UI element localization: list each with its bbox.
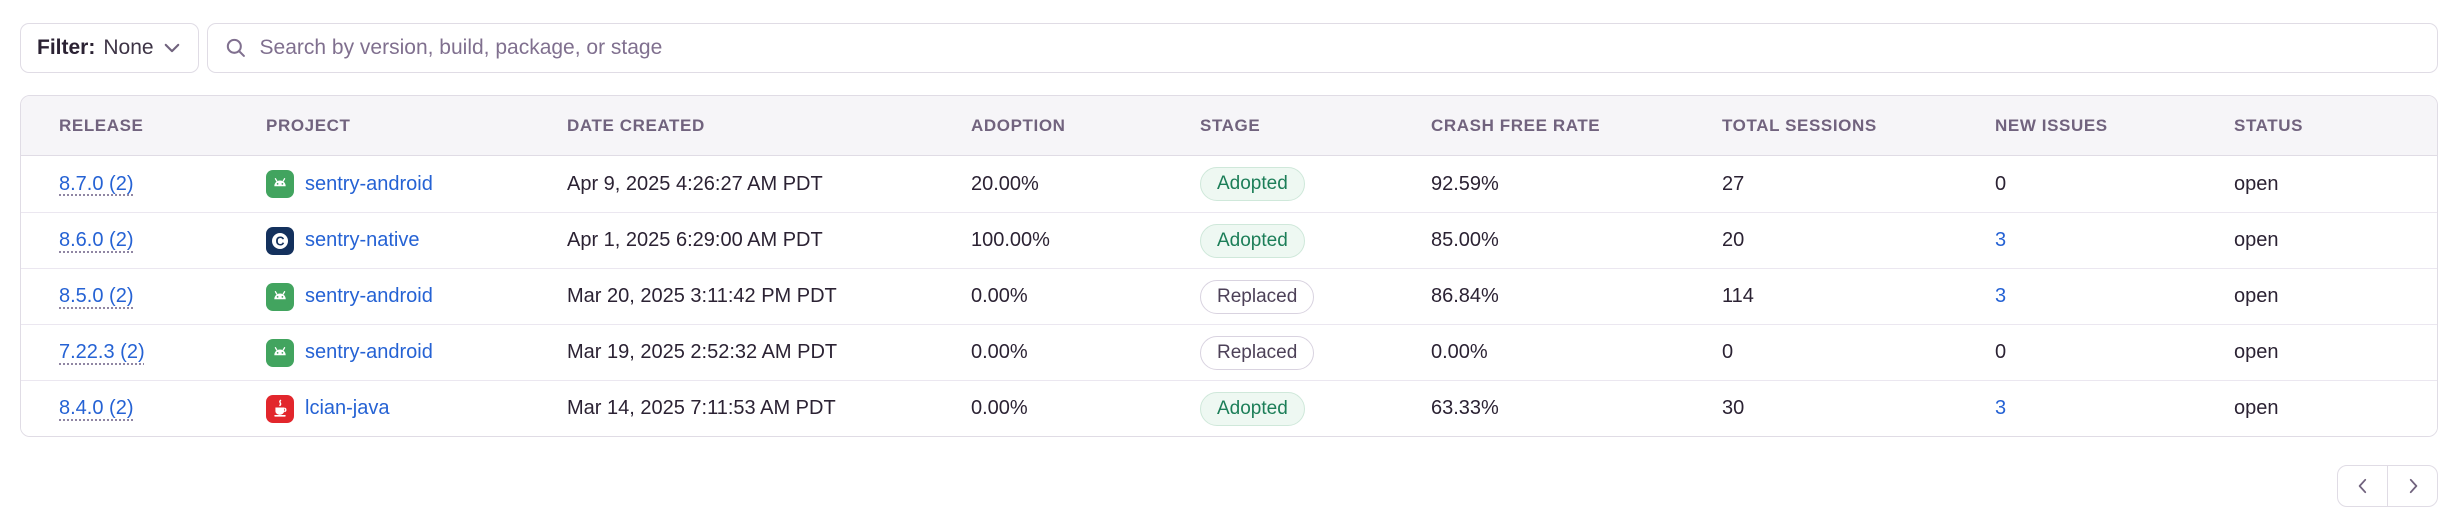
filter-dropdown-button[interactable]: Filter: None: [20, 23, 199, 73]
date-created-cell: Apr 1, 2025 6:29:00 AM PDT: [567, 229, 823, 251]
total-sessions-cell: 30: [1722, 397, 1745, 419]
column-header-status: STATUS: [2234, 115, 2304, 135]
column-header-stage: STAGE: [1200, 115, 1261, 135]
crash-free-rate-cell: 63.33%: [1431, 397, 1499, 419]
table-row: 8.7.0 (2) sentry-android Apr 9, 2025 4:2…: [21, 156, 2437, 212]
releases-page: Filter: None RELEASE PROJECT DATE CREATE…: [0, 23, 2460, 507]
release-link[interactable]: 8.7.0 (2): [59, 172, 134, 195]
next-page-button[interactable]: [2387, 465, 2438, 507]
android-platform-icon: [266, 338, 294, 367]
adoption-cell: 0.00%: [971, 397, 1028, 419]
total-sessions-cell: 27: [1722, 172, 1745, 195]
total-sessions-cell: 114: [1722, 285, 1754, 307]
project-link[interactable]: sentry-android: [305, 285, 433, 307]
adoption-cell: 0.00%: [971, 341, 1028, 363]
crash-free-rate-cell: 0.00%: [1431, 341, 1488, 363]
new-issues-link[interactable]: 3: [1995, 229, 2007, 251]
project-link[interactable]: sentry-android: [305, 341, 433, 363]
release-link[interactable]: 7.22.3 (2): [59, 341, 145, 363]
project-link[interactable]: sentry-native: [305, 229, 420, 251]
previous-page-button[interactable]: [2337, 465, 2388, 507]
total-sessions-cell: 20: [1722, 229, 1745, 251]
native-platform-icon: C: [266, 226, 294, 255]
stage-badge: Adopted: [1200, 167, 1305, 201]
project-link[interactable]: lcian-java: [305, 397, 390, 419]
new-issues-value: 0: [1995, 172, 2007, 195]
column-header-total-sessions: TOTAL SESSIONS: [1722, 115, 1877, 135]
release-link[interactable]: 8.4.0 (2): [59, 397, 134, 419]
release-link[interactable]: 8.5.0 (2): [59, 285, 134, 307]
status-cell: open: [2234, 397, 2279, 419]
chevron-down-icon: [162, 38, 182, 58]
chevron-right-icon: [2404, 477, 2422, 495]
status-cell: open: [2234, 341, 2279, 363]
new-issues-link[interactable]: 3: [1995, 397, 2007, 419]
new-issues-value: 0: [1995, 341, 2007, 363]
status-cell: open: [2234, 229, 2279, 251]
search-input[interactable]: [206, 23, 2438, 73]
table-header-row: RELEASE PROJECT DATE CREATED ADOPTION ST…: [21, 96, 2437, 156]
adoption-cell: 20.00%: [971, 172, 1039, 195]
status-cell: open: [2234, 285, 2279, 307]
stage-badge: Adopted: [1200, 223, 1305, 258]
crash-free-rate-cell: 92.59%: [1431, 172, 1499, 195]
table-body: 8.7.0 (2) sentry-android Apr 9, 2025 4:2…: [21, 156, 2437, 436]
column-header-new-issues: NEW ISSUES: [1995, 115, 2108, 135]
releases-table: RELEASE PROJECT DATE CREATED ADOPTION ST…: [20, 95, 2438, 437]
chevron-left-icon: [2354, 477, 2372, 495]
topbar: Filter: None: [20, 23, 2438, 73]
table-row: 8.5.0 (2) sentry-android Mar 20, 2025 3:…: [21, 268, 2437, 324]
filter-label: Filter:: [37, 36, 96, 59]
table-row: 8.6.0 (2) C sentry-native Apr 1, 2025 6:…: [21, 212, 2437, 268]
date-created-cell: Mar 19, 2025 2:52:32 AM PDT: [567, 341, 838, 363]
date-created-cell: Apr 9, 2025 4:26:27 AM PDT: [567, 172, 823, 195]
column-header-crash-free-rate: CRASH FREE RATE: [1431, 115, 1601, 135]
total-sessions-cell: 0: [1722, 341, 1734, 363]
stage-badge: Adopted: [1200, 391, 1305, 426]
filter-value: None: [103, 36, 154, 59]
pagination: [20, 465, 2438, 507]
svg-text:C: C: [275, 234, 284, 248]
table-row: 7.22.3 (2) sentry-android Mar 19, 2025 2…: [21, 324, 2437, 380]
column-header-project: PROJECT: [266, 115, 351, 135]
project-link[interactable]: sentry-android: [305, 172, 433, 195]
column-header-adoption: ADOPTION: [971, 115, 1066, 135]
release-link[interactable]: 8.6.0 (2): [59, 229, 134, 251]
android-platform-icon: [266, 282, 294, 311]
search-bar: [206, 23, 2438, 73]
java-platform-icon: [266, 394, 294, 423]
stage-badge: Replaced: [1200, 335, 1315, 370]
new-issues-link[interactable]: 3: [1995, 285, 2007, 307]
adoption-cell: 0.00%: [971, 285, 1028, 307]
date-created-cell: Mar 14, 2025 7:11:53 AM PDT: [567, 397, 836, 419]
crash-free-rate-cell: 85.00%: [1431, 229, 1499, 251]
android-platform-icon: [266, 170, 294, 198]
adoption-cell: 100.00%: [971, 229, 1050, 251]
date-created-cell: Mar 20, 2025 3:11:42 PM PDT: [567, 285, 837, 307]
table-row: 8.4.0 (2) lcian-java Mar 14, 2025 7:11:5…: [21, 380, 2437, 436]
status-cell: open: [2234, 172, 2279, 195]
column-header-release: RELEASE: [59, 115, 144, 135]
column-header-date-created: DATE CREATED: [567, 115, 705, 135]
stage-badge: Replaced: [1200, 279, 1315, 314]
crash-free-rate-cell: 86.84%: [1431, 285, 1499, 307]
